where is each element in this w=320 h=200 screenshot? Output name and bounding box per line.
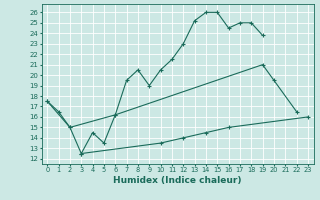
- X-axis label: Humidex (Indice chaleur): Humidex (Indice chaleur): [113, 176, 242, 185]
